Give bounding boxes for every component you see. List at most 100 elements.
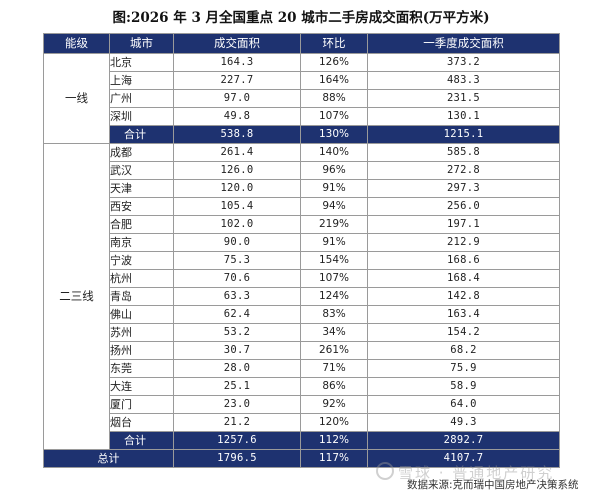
mom-cell: 88% <box>300 89 368 108</box>
mom-cell: 107% <box>300 269 368 288</box>
mom-cell: 96% <box>300 161 368 180</box>
mom-cell: 71% <box>300 359 368 378</box>
area-cell: 25.1 <box>173 377 301 396</box>
q1-cell: 256.0 <box>367 197 560 216</box>
city-cell: 苏州 <box>109 323 174 342</box>
area-cell: 63.3 <box>173 287 301 306</box>
table-row: 一线 北京 164.3 126% 373.2 <box>43 53 560 144</box>
grand-total-area: 1796.5 <box>173 449 301 468</box>
q1-cell: 483.3 <box>367 71 560 90</box>
area-cell: 126.0 <box>173 161 301 180</box>
area-cell: 53.2 <box>173 323 301 342</box>
subtotal-label: 合计 <box>109 431 174 450</box>
table-row: 南京 90.0 91% 212.9 <box>44 233 560 252</box>
table-row: 宁波 75.3 154% 168.6 <box>44 251 560 270</box>
area-cell: 30.7 <box>173 341 301 360</box>
city-cell: 深圳 <box>109 107 174 126</box>
subtotal-area: 538.8 <box>173 125 301 144</box>
city-cell: 广州 <box>109 89 174 108</box>
subtotal-row: 合计 538.8 130% 1215.1 <box>44 125 560 144</box>
q1-cell: 297.3 <box>367 179 560 198</box>
q1-cell: 585.8 <box>367 143 560 162</box>
watermark: 雪球 · 普通地产研究 <box>398 464 555 482</box>
table-row: 广州 97.0 88% 231.5 <box>44 89 560 108</box>
city-cell: 天津 <box>109 179 174 198</box>
table-row: 上海 227.7 164% 483.3 <box>44 71 560 90</box>
city-cell: 北京 <box>109 53 174 72</box>
q1-cell: 212.9 <box>367 233 560 252</box>
subtotal-label: 合计 <box>109 125 174 144</box>
area-cell: 97.0 <box>173 89 301 108</box>
area-cell: 70.6 <box>173 269 301 288</box>
q1-cell: 130.1 <box>367 107 560 126</box>
q1-cell: 49.3 <box>367 413 560 432</box>
q1-cell: 373.2 <box>367 53 560 72</box>
city-cell: 合肥 <box>109 215 174 234</box>
q1-cell: 168.4 <box>367 269 560 288</box>
tier-label: 一线 <box>43 53 110 144</box>
mom-cell: 154% <box>300 251 368 270</box>
data-table: 能级 城市 成交面积 环比 一季度成交面积 一线 北京 164.3 126% 373.2… <box>43 33 560 468</box>
table-row: 深圳 49.8 107% 130.1 <box>44 107 560 126</box>
city-cell: 青岛 <box>109 287 174 306</box>
mom-cell: 124% <box>300 287 368 306</box>
area-cell: 28.0 <box>173 359 301 378</box>
header-area: 成交面积 <box>173 33 301 54</box>
table-row: 东莞 28.0 71% 75.9 <box>44 359 560 378</box>
city-cell: 南京 <box>109 233 174 252</box>
mom-cell: 164% <box>300 71 368 90</box>
table-body: 一线 北京 164.3 126% 373.2 上海 227.7 164% 483.3 广州 97.0… <box>43 53 560 468</box>
city-cell: 杭州 <box>109 269 174 288</box>
city-cell: 成都 <box>109 143 174 162</box>
q1-cell: 168.6 <box>367 251 560 270</box>
header-mom: 环比 <box>300 33 368 54</box>
mom-cell: 34% <box>300 323 368 342</box>
area-cell: 261.4 <box>173 143 301 162</box>
area-cell: 21.2 <box>173 413 301 432</box>
mom-cell: 261% <box>300 341 368 360</box>
city-cell: 武汉 <box>109 161 174 180</box>
subtotal-area: 1257.6 <box>173 431 301 450</box>
mom-cell: 126% <box>300 53 368 72</box>
table-title: 图:2026 年 3 月全国重点 20 城市二手房成交面积(万平方米) <box>112 10 490 26</box>
mom-cell: 91% <box>300 233 368 252</box>
q1-cell: 68.2 <box>367 341 560 360</box>
city-cell: 宁波 <box>109 251 174 270</box>
table-row: 烟台 21.2 120% 49.3 <box>44 413 560 432</box>
q1-cell: 75.9 <box>367 359 560 378</box>
table-row: 天津 120.0 91% 297.3 <box>44 179 560 198</box>
city-cell: 西安 <box>109 197 174 216</box>
subtotal-mom: 130% <box>300 125 368 144</box>
city-cell: 上海 <box>109 71 174 90</box>
mom-cell: 86% <box>300 377 368 396</box>
city-cell: 烟台 <box>109 413 174 432</box>
q1-cell: 154.2 <box>367 323 560 342</box>
area-cell: 49.8 <box>173 107 301 126</box>
table-row: 西安 105.4 94% 256.0 <box>44 197 560 216</box>
table-row: 青岛 63.3 124% 142.8 <box>44 287 560 306</box>
q1-cell: 64.0 <box>367 395 560 414</box>
subtotal-mom: 112% <box>300 431 368 450</box>
city-cell: 厦门 <box>109 395 174 414</box>
city-cell: 佛山 <box>109 305 174 324</box>
grand-total-mom: 117% <box>300 449 368 468</box>
q1-cell: 163.4 <box>367 305 560 324</box>
table-row: 扬州 30.7 261% 68.2 <box>44 341 560 360</box>
source-note: 数据来源:克而瑞中国房地产决策系统 <box>407 479 579 491</box>
watermark-logo-icon <box>376 462 394 480</box>
subtotal-q1: 2892.7 <box>367 431 560 450</box>
mom-cell: 107% <box>300 107 368 126</box>
subtotal-row: 合计 1257.6 112% 2892.7 <box>44 431 560 450</box>
area-cell: 23.0 <box>173 395 301 414</box>
mom-cell: 140% <box>300 143 368 162</box>
grand-total-q1: 4107.7 <box>367 449 560 468</box>
subtotal-q1: 1215.1 <box>367 125 560 144</box>
mom-cell: 91% <box>300 179 368 198</box>
q1-cell: 58.9 <box>367 377 560 396</box>
area-cell: 62.4 <box>173 305 301 324</box>
table-row: 厦门 23.0 92% 64.0 <box>44 395 560 414</box>
area-cell: 90.0 <box>173 233 301 252</box>
header-tier: 能级 <box>43 33 110 54</box>
area-cell: 227.7 <box>173 71 301 90</box>
mom-cell: 219% <box>300 215 368 234</box>
